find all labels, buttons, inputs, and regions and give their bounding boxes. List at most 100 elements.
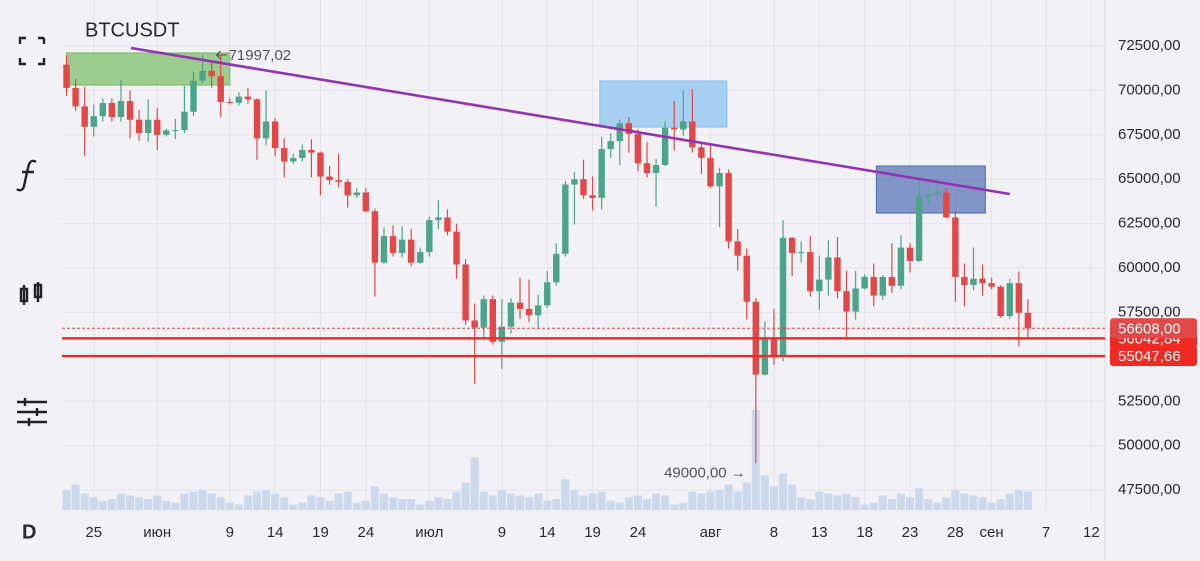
candle-body (834, 257, 841, 292)
candle-body (598, 149, 605, 198)
candle-body (952, 217, 959, 277)
candle-body (317, 152, 324, 177)
price-line-label-box (1110, 346, 1197, 367)
volume-bar (679, 502, 688, 510)
volume-bar (525, 497, 534, 510)
volume-bar (189, 491, 198, 510)
candle-body (453, 231, 460, 265)
y-tick-label: 70000,00 (1118, 81, 1181, 98)
volume-bar (878, 495, 887, 510)
candle-body (534, 305, 542, 316)
volume-bar (479, 491, 488, 510)
volume-bar (797, 497, 806, 510)
volume-bar (642, 499, 651, 510)
volume-bar (715, 490, 724, 510)
candle-body (689, 121, 696, 148)
candle-body (779, 237, 787, 356)
volume-bar (869, 502, 878, 510)
volume-bar (443, 499, 452, 510)
y-tick-label: 62500,00 (1118, 215, 1181, 232)
volume-bar (570, 490, 579, 510)
candle-body (934, 192, 941, 195)
volume-bar (842, 493, 851, 510)
volume-bar (987, 502, 996, 510)
candle-body (1006, 283, 1013, 317)
candle-body (670, 127, 678, 130)
chart-type-icon[interactable] (19, 282, 43, 305)
volume-bar (289, 504, 298, 510)
volume-bar (733, 491, 742, 510)
volume-bar (98, 500, 107, 510)
candle-body (634, 133, 642, 164)
volume-bar (262, 490, 271, 510)
chart-title: BTCUSDT (85, 19, 179, 41)
indicator-icon[interactable] (16, 159, 37, 192)
candle-body (698, 147, 705, 158)
volume-bar (833, 495, 842, 510)
candle-body (135, 119, 143, 134)
candle-body (943, 192, 950, 218)
volume-bar (896, 493, 905, 510)
settings-icon[interactable] (17, 398, 47, 426)
y-tick-label: 52500,00 (1118, 392, 1181, 409)
volume-bar (978, 497, 987, 510)
candle-body (825, 257, 832, 280)
volume-bar (788, 484, 797, 510)
candle-body (797, 252, 805, 254)
x-tick-label: июн (143, 524, 171, 541)
y-tick-label: 65000,00 (1118, 170, 1181, 187)
volume-bar (379, 493, 388, 510)
trendline (130, 46, 1010, 196)
interval-button[interactable]: D (22, 521, 36, 543)
volume-bar (225, 502, 234, 510)
candle-body (879, 276, 886, 296)
x-tick-label: 8 (770, 524, 778, 541)
volume-bar (779, 473, 788, 510)
candle-body (652, 165, 660, 174)
volume-bar (1014, 490, 1023, 510)
x-tick-label: 14 (267, 524, 284, 541)
candle-body (308, 149, 315, 153)
volume-bar (280, 497, 289, 510)
candle-body (417, 252, 424, 263)
volume-bar (597, 491, 606, 510)
volume-bar (942, 497, 951, 510)
candle-body (988, 283, 995, 287)
volume-bar (996, 499, 1005, 510)
candle-body (961, 276, 968, 285)
annotation-arrow (215, 50, 227, 60)
candle-body (489, 299, 497, 342)
candle-body (226, 101, 233, 103)
volume-bar (216, 497, 225, 510)
volume-bar (615, 502, 624, 510)
candle-body (217, 76, 224, 102)
x-tick-label: 7 (1042, 524, 1050, 541)
volume-bar (307, 495, 316, 510)
candle-body (544, 282, 551, 306)
candle-body (398, 239, 406, 253)
candle-body (924, 194, 932, 197)
volume-bar (252, 491, 261, 510)
candle-body (407, 239, 415, 263)
candle-body (516, 302, 524, 309)
volume-bar (171, 502, 180, 510)
candle-body (770, 338, 778, 356)
candle-body (335, 180, 342, 182)
candle-body (126, 101, 134, 120)
volume-bar (652, 493, 661, 510)
volume-bar (561, 479, 570, 510)
candle-body (707, 157, 714, 187)
x-tick-label: 14 (539, 524, 556, 541)
candle-body (553, 253, 560, 283)
candle-body (716, 173, 723, 187)
volume-bar (860, 504, 869, 510)
volume-bar (534, 493, 543, 510)
candle-body (253, 99, 261, 139)
x-tick-label: 9 (226, 524, 234, 541)
candle-body (290, 157, 297, 162)
candle-body (144, 119, 152, 134)
candle-body (979, 278, 986, 284)
candle-body (507, 302, 515, 327)
candle-body (852, 288, 859, 312)
volume-bar (62, 490, 71, 510)
